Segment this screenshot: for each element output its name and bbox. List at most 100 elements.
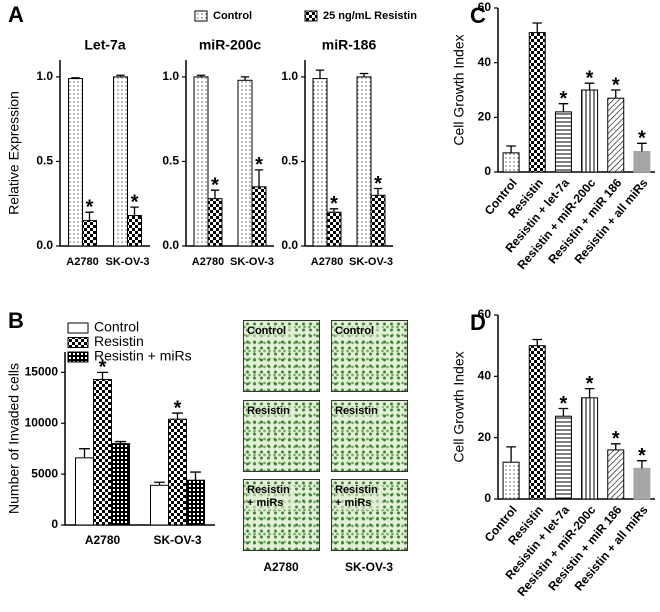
legend-swatch — [304, 10, 318, 22]
subplot-title: miR-200c — [199, 37, 261, 53]
micrograph: Resistin + miRs — [331, 479, 408, 551]
y-tick-label: 60 — [478, 0, 492, 14]
micrograph: Resistin — [243, 400, 320, 472]
error-bar — [610, 443, 621, 450]
micrograph: Control — [243, 320, 320, 392]
y-tick-label: 10000 — [25, 415, 59, 429]
significance-mark: * — [211, 174, 219, 196]
significance-mark: * — [86, 196, 94, 218]
bar — [82, 220, 97, 247]
bar — [528, 345, 546, 500]
y-tick-label: 0 — [51, 517, 58, 531]
error-bar — [558, 103, 569, 112]
y-tick-label: 1.0 — [36, 69, 53, 83]
x-tick-label: SK-OV-3 — [349, 256, 393, 268]
error-bar — [97, 371, 108, 380]
y-tick-label: 0.0 — [162, 238, 179, 252]
micrograph-label: Resistin + miRs — [335, 484, 383, 510]
bar — [127, 215, 142, 247]
x-tick-label: A2780 — [311, 256, 343, 268]
y-tick-label: 20 — [478, 430, 492, 444]
panel-label: D — [470, 310, 486, 335]
micrograph-label: Resistin — [247, 405, 295, 418]
bar — [554, 415, 572, 500]
legend-label: Resistin — [94, 333, 144, 349]
micrograph-label: Resistin + miRs — [247, 484, 295, 510]
error-bar — [116, 74, 125, 77]
error-bar — [172, 412, 183, 420]
bar — [633, 151, 651, 173]
significance-mark: * — [612, 74, 620, 96]
bar — [237, 79, 253, 247]
error-bar — [637, 142, 647, 152]
error-bar — [532, 338, 543, 346]
significance-mark: * — [255, 154, 263, 176]
panel-label: B — [8, 308, 24, 333]
micrograph-column-label: SK-OV-3 — [344, 560, 393, 574]
error-bar — [115, 440, 126, 444]
error-bar — [240, 76, 250, 81]
significance-mark: * — [374, 173, 382, 195]
bar — [554, 111, 572, 173]
error-bar — [610, 89, 621, 99]
y-tick-label: 0.0 — [36, 238, 53, 252]
y-tick-label: 40 — [478, 55, 492, 69]
error-bar — [130, 206, 139, 216]
x-tick-label: A2780 — [192, 256, 224, 268]
x-tick-label: SK-OV-3 — [230, 256, 274, 268]
bar — [93, 378, 112, 526]
bar — [207, 198, 223, 247]
bar — [251, 186, 267, 247]
bar — [186, 479, 205, 526]
y-tick-label: 40 — [478, 369, 492, 383]
bar — [168, 418, 187, 526]
error-bar — [506, 446, 516, 463]
error-bar — [254, 169, 264, 187]
legend-label: Resistin + miRs — [94, 348, 192, 364]
y-axis-label: Cell Growth Index — [451, 351, 467, 462]
significance-mark: * — [638, 445, 646, 467]
y-tick-label: 0.5 — [281, 154, 298, 168]
y-tick-label: 0.5 — [162, 154, 179, 168]
significance-mark: * — [638, 128, 646, 150]
legend-swatch — [194, 10, 208, 22]
bar — [193, 76, 209, 247]
micrograph: Control — [331, 320, 408, 392]
error-bar — [315, 69, 325, 79]
error-bar — [584, 387, 595, 398]
error-bar — [637, 460, 647, 469]
x-tick-label: SK-OV-3 — [105, 256, 149, 268]
significance-mark: * — [330, 193, 338, 215]
error-bar — [373, 187, 383, 196]
bar — [111, 443, 130, 526]
y-tick-label: 60 — [478, 307, 492, 321]
x-tick-label: A2780 — [66, 256, 98, 268]
error-bar — [210, 189, 220, 199]
error-bar — [85, 211, 94, 221]
legend-label: 25 ng/mL Resistin — [323, 10, 417, 22]
legend-label: Control — [213, 10, 252, 22]
y-tick-label: 0 — [484, 164, 491, 178]
subplot-title: miR-186 — [322, 37, 377, 53]
x-tick-label: SK-OV-3 — [153, 533, 201, 547]
micrograph-column-label: A2780 — [263, 560, 299, 574]
significance-mark: * — [131, 191, 139, 213]
legend-swatch — [67, 322, 89, 334]
micrograph-label: Control — [247, 325, 295, 338]
error-bar — [532, 22, 543, 33]
y-axis-label: Relative Expression — [6, 91, 22, 215]
bar — [312, 78, 328, 247]
y-axis-label: Cell Growth Index — [451, 34, 467, 145]
bar — [150, 484, 169, 526]
bar — [113, 76, 128, 247]
y-tick-label: 5000 — [31, 466, 58, 480]
y-tick-label: 0.5 — [36, 154, 53, 168]
significance-mark: * — [560, 393, 568, 415]
bar — [607, 449, 625, 500]
y-tick-label: 15000 — [25, 365, 59, 379]
bar — [370, 194, 386, 247]
micrograph-label: Control — [335, 325, 383, 338]
significance-mark: * — [560, 88, 568, 110]
bar — [502, 152, 520, 173]
